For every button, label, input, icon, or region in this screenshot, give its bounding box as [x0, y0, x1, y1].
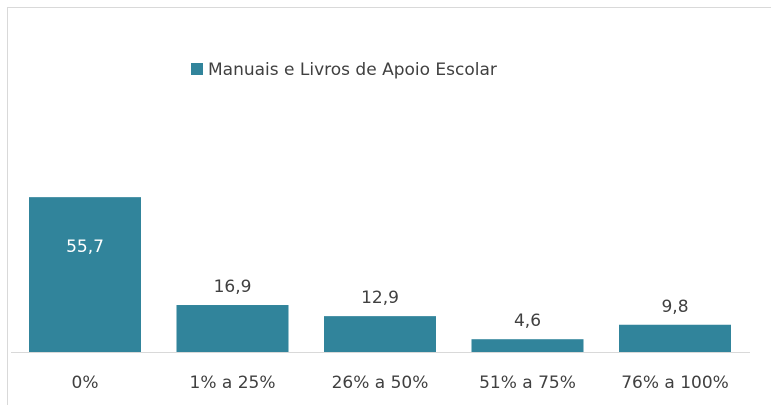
data-label: 55,7	[66, 237, 104, 257]
bar	[29, 197, 141, 352]
bar	[177, 305, 289, 352]
bar	[619, 325, 731, 352]
data-label: 4,6	[514, 311, 541, 331]
data-label: 12,9	[361, 288, 399, 308]
x-tick-label: 26% a 50%	[332, 373, 429, 393]
legend-label: Manuais e Livros de Apoio Escolar	[208, 60, 497, 80]
bar	[472, 339, 584, 352]
legend-swatch	[191, 63, 203, 75]
data-label: 9,8	[661, 297, 688, 317]
data-label: 16,9	[214, 277, 252, 297]
x-tick-label: 0%	[72, 373, 99, 393]
bar	[324, 316, 436, 352]
x-tick-label: 1% a 25%	[190, 373, 276, 393]
x-tick-label: 76% a 100%	[621, 373, 729, 393]
x-tick-label: 51% a 75%	[479, 373, 576, 393]
